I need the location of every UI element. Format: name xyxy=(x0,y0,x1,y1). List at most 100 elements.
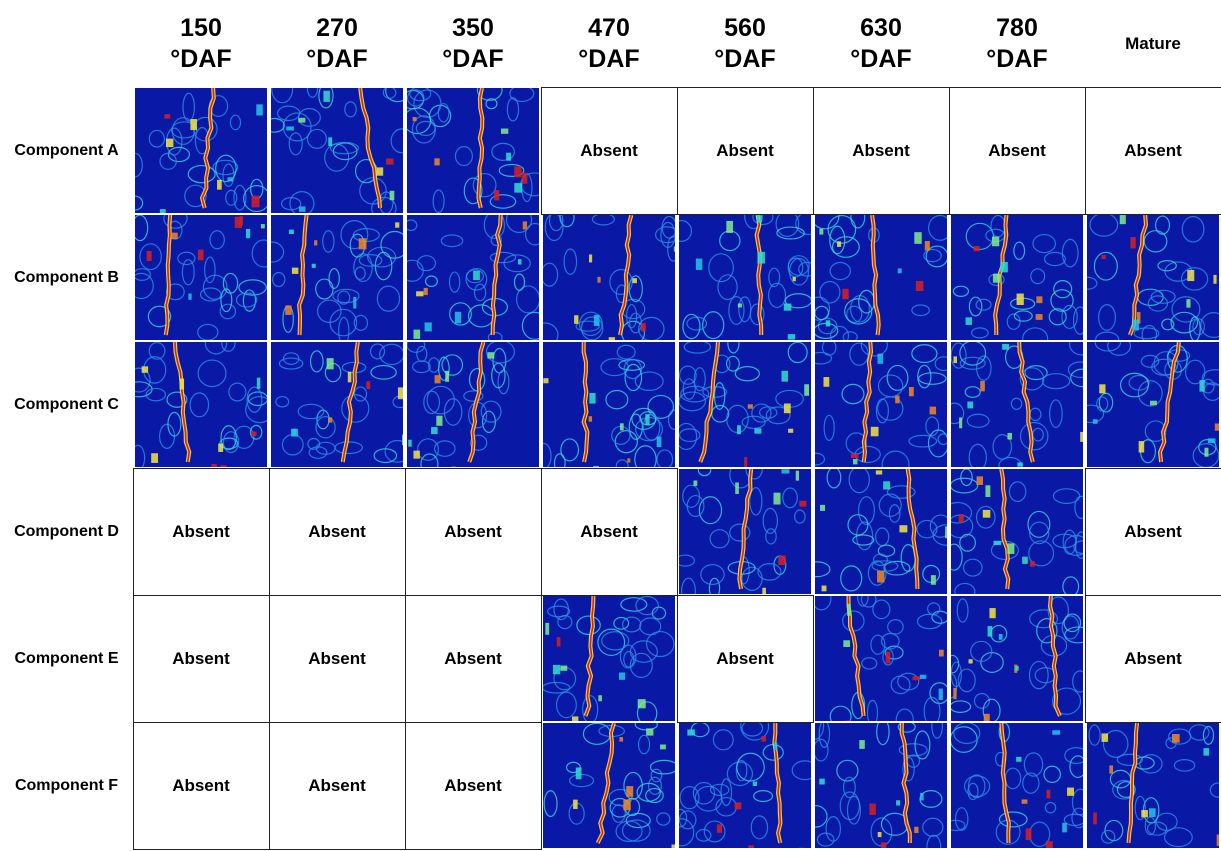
row-label: Component A xyxy=(0,87,133,214)
image-detail xyxy=(424,288,428,295)
image-detail xyxy=(877,571,884,583)
image-detail xyxy=(757,252,765,264)
image-detail xyxy=(239,216,243,225)
absent-cell: Absent xyxy=(405,595,542,723)
image-detail xyxy=(623,799,630,810)
image-detail xyxy=(878,354,884,364)
image-detail xyxy=(913,676,921,680)
image-detail xyxy=(886,652,891,664)
absent-cell: Absent xyxy=(541,87,678,215)
image-detail xyxy=(1093,812,1097,824)
heatmap-image xyxy=(679,469,811,594)
heatmap-image xyxy=(679,723,811,848)
column-header: 470 °DAF xyxy=(541,0,677,87)
image-detail xyxy=(737,425,741,434)
image-detail xyxy=(869,804,875,815)
image-detail xyxy=(366,381,370,389)
image-detail xyxy=(142,366,148,372)
image-detail xyxy=(487,352,494,358)
image-detail xyxy=(377,167,384,175)
heatmap-image xyxy=(407,342,539,467)
image-detail xyxy=(744,457,747,467)
image-detail xyxy=(881,842,887,848)
absent-cell: Absent xyxy=(1085,468,1221,596)
image-detail xyxy=(951,596,1083,721)
image-detail xyxy=(1120,215,1126,224)
image-cell xyxy=(679,342,811,467)
image-detail xyxy=(413,330,420,339)
image-detail xyxy=(252,196,260,208)
image-detail xyxy=(696,259,702,270)
image-detail xyxy=(819,779,824,785)
image-detail xyxy=(390,191,395,200)
image-detail xyxy=(494,190,499,200)
image-detail xyxy=(920,675,926,679)
row-label: Component E xyxy=(0,595,133,722)
image-detail xyxy=(435,375,441,383)
image-detail xyxy=(1132,319,1138,330)
image-detail xyxy=(561,666,568,671)
image-cell xyxy=(271,215,403,340)
image-detail xyxy=(190,119,197,130)
image-detail xyxy=(1052,730,1060,735)
image-detail xyxy=(909,387,914,396)
absent-cell: Absent xyxy=(405,722,542,850)
image-detail xyxy=(180,379,184,390)
image-cell xyxy=(951,215,1083,340)
heatmap-image xyxy=(407,215,539,340)
image-detail xyxy=(895,396,899,404)
heatmap-image xyxy=(135,88,267,213)
image-detail xyxy=(824,377,830,387)
image-detail xyxy=(514,166,521,177)
image-detail xyxy=(657,437,662,448)
heatmap-image xyxy=(815,469,947,594)
image-detail xyxy=(164,114,170,118)
absent-cell: Absent xyxy=(269,722,406,850)
figure-grid: 150 °DAF270 °DAF350 °DAF470 °DAF560 °DAF… xyxy=(0,0,1221,849)
image-cell xyxy=(679,215,811,340)
image-detail xyxy=(989,608,995,618)
heatmap-image xyxy=(951,469,1083,594)
image-detail xyxy=(251,432,256,437)
image-detail xyxy=(523,221,527,229)
image-detail xyxy=(171,233,178,239)
image-detail xyxy=(1017,294,1024,305)
image-detail xyxy=(753,782,757,786)
image-detail xyxy=(967,402,973,409)
image-detail xyxy=(1017,462,1022,466)
image-detail xyxy=(914,827,918,833)
image-detail xyxy=(627,458,630,462)
image-detail xyxy=(799,501,806,507)
image-detail xyxy=(762,588,766,594)
image-detail xyxy=(1046,790,1050,799)
image-detail xyxy=(292,268,299,274)
heatmap-image xyxy=(815,723,947,848)
image-cell xyxy=(543,596,675,721)
image-detail xyxy=(1101,733,1108,741)
image-detail xyxy=(522,173,527,184)
image-cell xyxy=(951,596,1083,721)
absent-cell: Absent xyxy=(1085,595,1221,723)
image-detail xyxy=(973,246,979,251)
image-detail xyxy=(327,358,334,369)
image-detail xyxy=(843,640,850,647)
image-detail xyxy=(993,274,1000,283)
image-detail xyxy=(781,371,787,382)
image-detail xyxy=(999,634,1003,640)
heatmap-image xyxy=(815,215,947,340)
image-detail xyxy=(939,650,944,657)
image-cell xyxy=(1087,723,1219,848)
image-detail xyxy=(920,793,924,801)
image-detail xyxy=(980,381,985,391)
absent-cell: Absent xyxy=(405,468,542,596)
absent-cell: Absent xyxy=(677,87,814,215)
image-detail xyxy=(227,177,232,181)
image-cell xyxy=(815,215,947,340)
image-cell xyxy=(1087,342,1219,467)
image-detail xyxy=(788,429,793,433)
image-detail xyxy=(822,586,827,592)
heatmap-image xyxy=(679,342,811,467)
image-detail xyxy=(626,786,633,797)
image-detail xyxy=(784,304,792,311)
image-detail xyxy=(1080,432,1083,442)
